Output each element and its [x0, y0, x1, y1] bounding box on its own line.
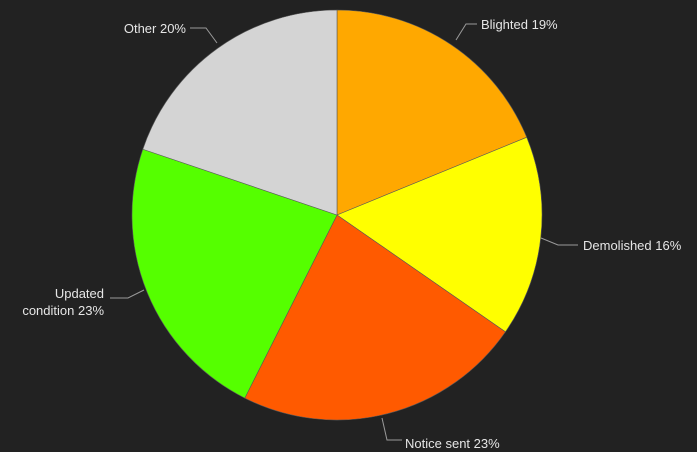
pie-slice-2[interactable] [244, 214, 506, 421]
slice-label-line: Notice sent 23% [405, 436, 500, 451]
leader-line-2 [381, 417, 402, 441]
pie-slice-0[interactable] [336, 9, 528, 216]
slice-label-2: Notice sent 23% [405, 436, 500, 451]
slice-label-line: Updated [55, 286, 104, 301]
slice-label-1: Demolished 16% [583, 238, 682, 253]
leader-line-1 [540, 237, 578, 246]
slice-label-line: Other 20% [124, 21, 187, 36]
slice-label-4: Other 20% [124, 21, 187, 36]
leader-line-4 [190, 27, 218, 44]
leaders-layer [110, 23, 578, 441]
slice-label-3: Updated condition 23% [22, 286, 104, 318]
leader-line-3 [110, 289, 145, 299]
slice-label-line: Blighted 19% [481, 17, 558, 32]
pie-slice-1[interactable] [336, 136, 543, 333]
slice-label-0: Blighted 19% [481, 17, 558, 32]
slice-label-line: Demolished 16% [583, 238, 682, 253]
leader-line-0 [455, 23, 477, 41]
pie-slice-4[interactable] [142, 9, 338, 216]
slices-layer [131, 9, 543, 421]
slice-label-line: condition 23% [22, 303, 104, 318]
labels-layer: Blighted 19% Demolished 16% Notice sent 23… [22, 17, 681, 451]
pie-slice-3[interactable] [131, 148, 338, 399]
